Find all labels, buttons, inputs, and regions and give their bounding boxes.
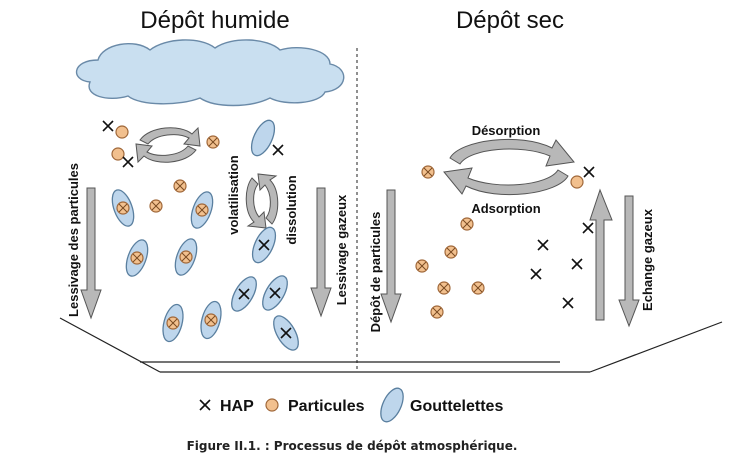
particle — [149, 199, 163, 213]
hap-marker — [272, 144, 284, 156]
particle-deposition-label: Dépôt de particules — [368, 212, 383, 333]
particle — [173, 179, 187, 193]
dry-deposition-heading: Dépôt sec — [456, 7, 564, 34]
droplet-legend-icon — [380, 387, 404, 423]
particle — [206, 135, 220, 149]
legend: HAP Particules Gouttelettes — [199, 387, 503, 423]
hap-legend-icon — [199, 399, 211, 411]
figure-caption: Figure II.1. : Processus de dépôt atmosp… — [187, 439, 518, 453]
gas-exchange-label: Echange gazeux — [640, 208, 655, 311]
cloud-exchange-arrows — [135, 126, 201, 164]
adsorption-label: Adsorption — [471, 201, 540, 216]
gas-exchange-arrow — [589, 188, 640, 328]
desorption-arrow — [449, 138, 575, 167]
ground-lines — [59, 317, 723, 373]
volatilisation-label: volatilisation — [226, 155, 241, 235]
particle-deposition-arrow — [380, 189, 402, 324]
particle-legend-icon — [265, 398, 279, 412]
hap-marker — [122, 156, 134, 168]
particle-washout-arrow — [80, 187, 102, 320]
hap-marker — [102, 120, 114, 132]
dissolution-cycle-arrows — [245, 173, 279, 229]
gas-washout-label: Lessivage gazeux — [334, 194, 349, 305]
particle — [111, 147, 125, 161]
dissolution-label: dissolution — [284, 175, 299, 244]
particle-washout-label: Lessivage des particules — [66, 163, 81, 317]
legend-hap-label: HAP — [220, 398, 254, 415]
particle — [115, 125, 129, 139]
wet-deposition-heading: Dépôt humide — [140, 7, 289, 34]
gas-washout-arrow — [310, 187, 332, 318]
adsorption-arrow — [443, 167, 569, 196]
cloud — [75, 39, 345, 107]
desorption-label: Désorption — [472, 123, 541, 138]
legend-droplets-label: Gouttelettes — [410, 398, 503, 415]
legend-particles-label: Particules — [288, 398, 365, 415]
